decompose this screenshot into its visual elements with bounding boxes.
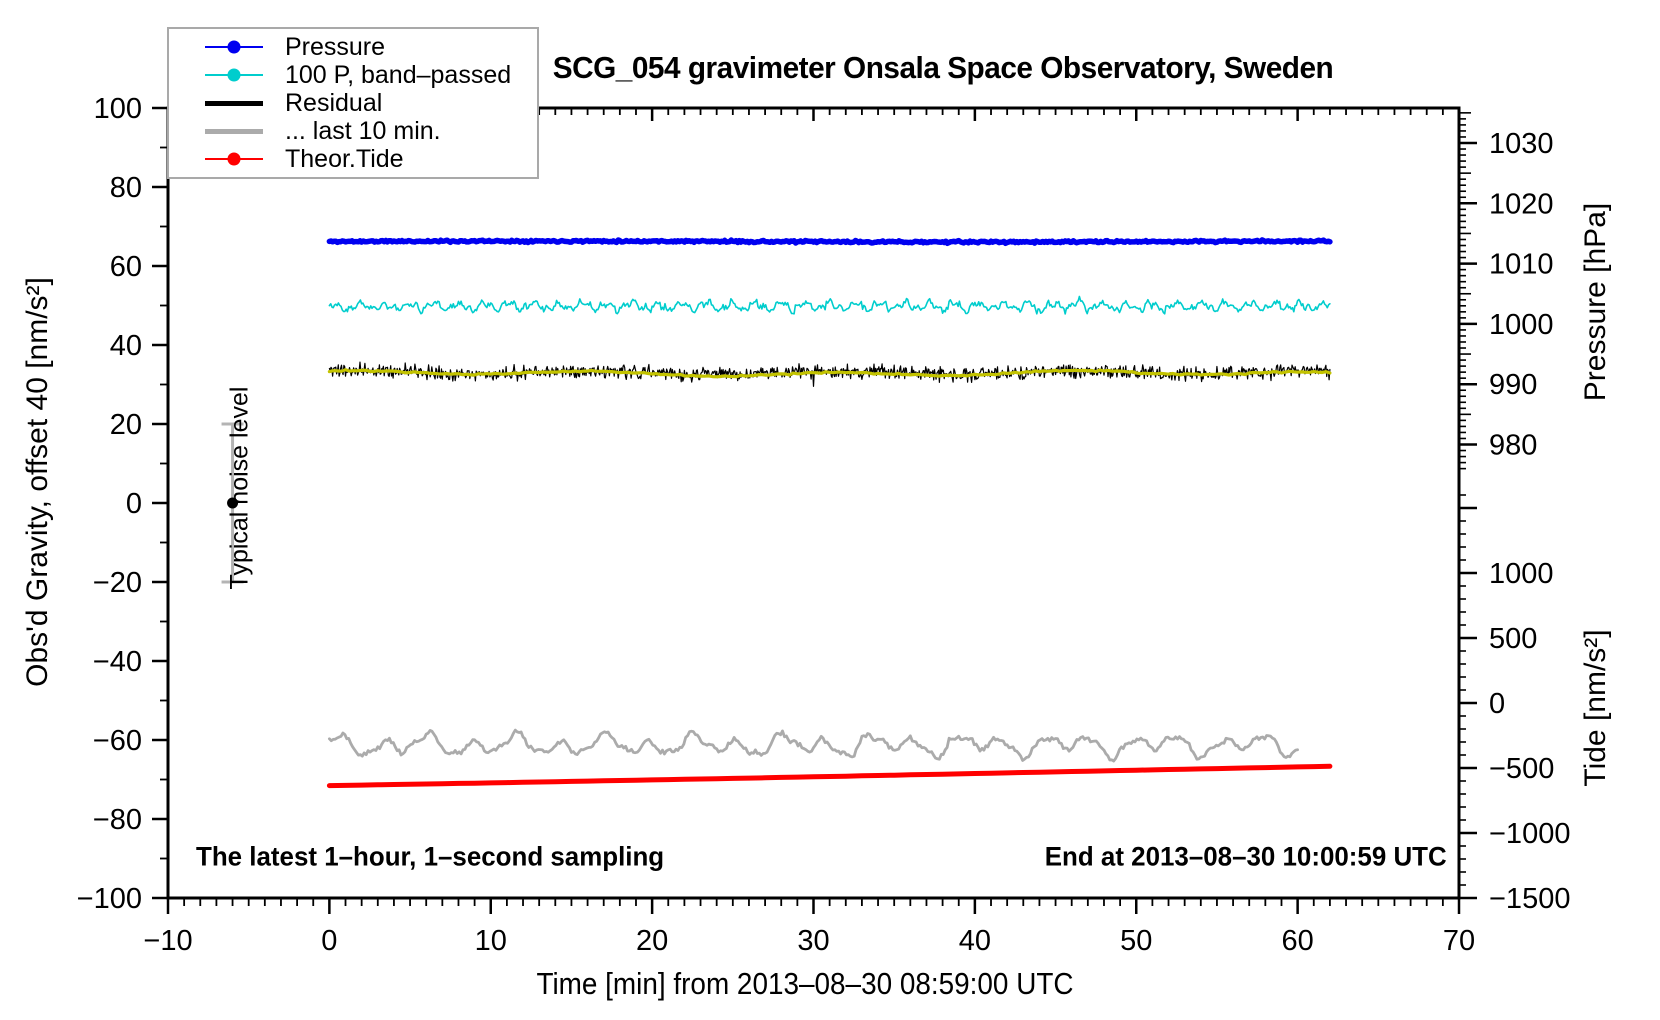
svg-text:−100: −100 [77, 883, 142, 915]
sampling-note: The latest 1–hour, 1–second sampling [196, 841, 665, 872]
legend-line-swatch [205, 151, 263, 167]
svg-text:70: 70 [1443, 925, 1475, 957]
svg-text:0: 0 [126, 488, 142, 520]
svg-text:60: 60 [1281, 925, 1313, 957]
y-axis-label-gravity: Obs'd Gravity, offset 40 [nm/s²] [21, 277, 54, 687]
legend-line-swatch [205, 95, 263, 111]
svg-text:1020: 1020 [1489, 188, 1554, 220]
chart-title: SCG_054 gravimeter Onsala Space Observat… [552, 50, 1334, 85]
legend-marker-dot [227, 40, 241, 54]
svg-text:−1500: −1500 [1489, 883, 1570, 915]
legend: Pressure 100 P, band–passed Residual... la… [167, 27, 539, 179]
legend-item: ... last 10 min. [205, 117, 537, 145]
svg-text:0: 0 [1489, 688, 1505, 720]
svg-text:−60: −60 [93, 725, 142, 757]
legend-label: 100 P, band–passed [285, 60, 512, 89]
legend-line-swatch [205, 123, 263, 139]
legend-label: ... last 10 min. [285, 116, 441, 145]
plot-frame [166, 106, 1461, 900]
legend-item: Pressure [205, 33, 537, 61]
svg-text:1000: 1000 [1489, 558, 1554, 590]
svg-text:100: 100 [94, 93, 142, 125]
series-theor-tide [326, 763, 1333, 789]
svg-text:50: 50 [1120, 925, 1152, 957]
svg-text:1030: 1030 [1489, 128, 1554, 160]
svg-text:500: 500 [1489, 623, 1537, 655]
svg-text:40: 40 [959, 925, 991, 957]
svg-text:60: 60 [110, 251, 142, 283]
series-residual-smoothed [327, 368, 1332, 379]
svg-text:1000: 1000 [1489, 309, 1554, 341]
end-time-note: End at 2013–08–30 10:00:59 UTC [1045, 841, 1447, 872]
svg-text:1010: 1010 [1489, 249, 1554, 281]
svg-text:0: 0 [321, 925, 337, 957]
svg-text:10: 10 [475, 925, 507, 957]
series--last-10-min- [327, 728, 1299, 763]
legend-line-swatch [205, 39, 263, 55]
svg-text:30: 30 [797, 925, 829, 957]
svg-text:20: 20 [636, 925, 668, 957]
legend-line-swatch [205, 67, 263, 83]
legend-item: Theor.Tide [205, 145, 537, 173]
series-pressure [326, 237, 1333, 247]
svg-text:−10: −10 [143, 925, 192, 957]
legend-label: Residual [285, 88, 383, 117]
noise-bar-label: Typical noise level [225, 386, 254, 590]
svg-text:−80: −80 [93, 804, 142, 836]
svg-text:80: 80 [110, 172, 142, 204]
legend-item: Residual [205, 89, 537, 117]
y-axis-label-tide: Tide [nm/s²] [1579, 629, 1612, 787]
series-100-p-band-passed [328, 295, 1331, 315]
legend-label: Pressure [285, 32, 386, 61]
legend-marker-dot [227, 68, 241, 82]
svg-text:20: 20 [110, 409, 142, 441]
x-axis-label: Time [min] from 2013–08–30 08:59:00 UTC [536, 966, 1074, 1001]
y-axis-label-pressure: Pressure [hPa] [1579, 202, 1612, 402]
svg-text:−500: −500 [1489, 753, 1554, 785]
svg-text:980: 980 [1489, 430, 1537, 462]
svg-text:−1000: −1000 [1489, 818, 1570, 850]
svg-text:40: 40 [110, 330, 142, 362]
svg-text:−40: −40 [93, 646, 142, 678]
legend-marker-dot [227, 152, 241, 166]
legend-item: 100 P, band–passed [205, 61, 537, 89]
legend-label: Theor.Tide [285, 144, 404, 173]
svg-text:990: 990 [1489, 369, 1537, 401]
noise-bar-dot [227, 497, 239, 509]
svg-text:−20: −20 [93, 567, 142, 599]
